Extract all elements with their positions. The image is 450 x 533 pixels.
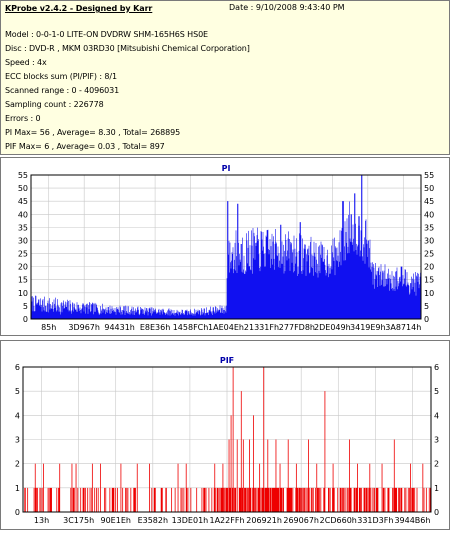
y-tick-left: 6 (15, 363, 20, 372)
x-tick-label: 206921h (246, 516, 282, 525)
y-tick-left: 40 (18, 210, 28, 219)
y-tick-left: 50 (18, 184, 28, 193)
y-tick-left: 4 (15, 411, 20, 420)
x-tick-label: 85h (41, 323, 56, 332)
pif-chart-panel: PIF 0 0 1 1 2 2 3 3 4 4 5 5 6 6 13h 3C175h 90E1Eh E3582h 13… (0, 340, 450, 530)
x-tick-label: 90E1Eh (101, 516, 131, 525)
x-tick-label: 2DE049h (314, 323, 351, 332)
x-tick-label: 3A8714h (385, 323, 421, 332)
info-speed: Speed : 4x (5, 58, 47, 67)
y-tick-right: 1 (434, 484, 439, 493)
y-tick-left: 15 (18, 276, 28, 285)
y-tick-right: 55 (424, 171, 434, 180)
pif-chart: PIF 0 0 1 1 2 2 3 3 4 4 5 5 6 6 13h 3C175h 90E1Eh E3582h 13… (15, 356, 439, 525)
chart-title: PIF (220, 356, 234, 365)
y-tick-right: 5 (434, 387, 439, 396)
x-tick-label: 3419E9h (350, 323, 386, 332)
y-tick-left: 0 (23, 315, 28, 324)
info-sampling-count: Sampling count : 226778 (5, 100, 104, 109)
x-tick-label: E8E36h (140, 323, 170, 332)
info-pif-summary: PIF Max= 6 , Average= 0.03 , Total= 897 (5, 142, 165, 151)
x-tick-label: 331D3Fh (357, 516, 393, 525)
x-tick-label: 277FD8h (279, 323, 315, 332)
info-ecc-blocks: ECC blocks sum (PI/PIF) : 8/1 (5, 72, 117, 81)
x-tick-label: 21331Fh (244, 323, 279, 332)
y-tick-right: 3 (434, 436, 439, 445)
y-tick-left: 0 (15, 508, 20, 517)
y-tick-left: 25 (18, 250, 28, 259)
y-tick-right: 10 (424, 289, 434, 298)
x-tick-label: 1458FCh (173, 323, 209, 332)
y-tick-left: 3 (15, 436, 20, 445)
x-tick-label: 13h (34, 516, 49, 525)
y-tick-right: 20 (424, 263, 434, 272)
y-tick-right: 0 (424, 315, 429, 324)
x-tick-label: 3C175h (63, 516, 94, 525)
y-tick-right: 30 (424, 236, 434, 245)
y-tick-left: 45 (18, 197, 28, 206)
info-panel: KProbe v2.4.2 - Designed by Karr Date : … (0, 0, 450, 155)
y-tick-left: 1 (15, 484, 20, 493)
y-tick-right: 35 (424, 223, 434, 232)
y-tick-right: 45 (424, 197, 434, 206)
y-tick-left: 2 (15, 460, 20, 469)
y-tick-right: 15 (424, 276, 434, 285)
info-scanned-range: Scanned range : 0 - 4096031 (5, 86, 120, 95)
x-tick-label: 3944B6h (394, 516, 430, 525)
y-tick-left: 20 (18, 263, 28, 272)
y-tick-right: 50 (424, 184, 434, 193)
app-title: KProbe v2.4.2 - Designed by Karr (5, 4, 153, 13)
y-tick-left: 10 (18, 289, 28, 298)
info-pi-summary: PI Max= 56 , Average= 8.30 , Total= 2688… (5, 128, 181, 137)
x-tick-label: 94431h (104, 323, 135, 332)
plot-border (22, 366, 432, 513)
x-tick-label: 3D967h (68, 323, 100, 332)
x-tick-label: 13DE01h (172, 516, 209, 525)
y-tick-left: 55 (18, 171, 28, 180)
y-tick-left: 5 (23, 302, 28, 311)
y-tick-right: 25 (424, 250, 434, 259)
x-tick-label: 1A22FFh (209, 516, 244, 525)
y-tick-left: 5 (15, 387, 20, 396)
pif-bars (24, 367, 431, 512)
x-tick-label: 2CD660h (320, 516, 357, 525)
scan-date: Date : 9/10/2008 9:43:40 PM (229, 3, 345, 12)
x-tick-label: 269067h (283, 516, 319, 525)
y-tick-right: 2 (434, 460, 439, 469)
info-model: Model : 0-0-1-0 LITE-ON DVDRW SHM-165H6S… (5, 30, 209, 39)
chart-title: PI (222, 164, 231, 173)
y-tick-right: 5 (424, 302, 429, 311)
y-tick-right: 40 (424, 210, 434, 219)
pi-chart-panel: PI 0 0 5 5 10 10 15 15 20 20 25 25 30 30 35 35 40 40 45 45 50… (0, 157, 450, 336)
y-tick-right: 4 (434, 411, 439, 420)
info-disc: Disc : DVD-R , MKM 03RD30 [Mitsubishi Ch… (5, 44, 250, 53)
x-tick-label: 1AE04Eh (208, 323, 244, 332)
y-tick-left: 30 (18, 236, 28, 245)
info-errors: Errors : 0 (5, 114, 41, 123)
y-tick-right: 6 (434, 363, 439, 372)
y-tick-right: 0 (434, 508, 439, 517)
plot-border (30, 174, 422, 320)
y-tick-left: 35 (18, 223, 28, 232)
x-tick-label: E3582h (138, 516, 168, 525)
